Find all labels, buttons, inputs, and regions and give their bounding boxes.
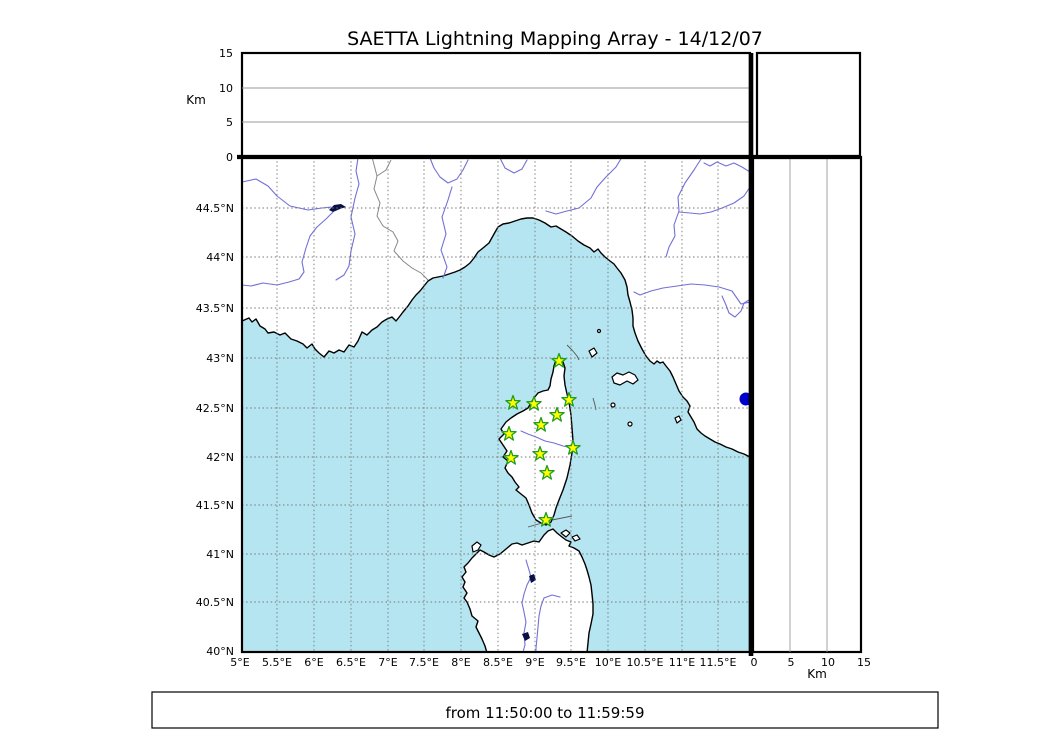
lon-tick-label: 6°E (304, 656, 323, 669)
altitude-tick-label: 10 (821, 656, 835, 669)
maddalena-island-2 (571, 534, 581, 542)
river (721, 295, 750, 318)
corner-box (755, 51, 862, 159)
top-panel-frame (240, 51, 752, 159)
lat-tick-label: 43.5°N (196, 302, 234, 315)
lat-tick-label: 42°N (206, 451, 234, 464)
lma-station-star (538, 511, 554, 527)
lon-tick-label: 10.5°E (627, 656, 664, 669)
flash-source-dot (739, 392, 750, 406)
map-panel (242, 157, 750, 652)
river (242, 211, 334, 287)
river (633, 283, 750, 305)
page-title: SAETTA Lightning Mapping Array - 14/12/0… (347, 28, 763, 50)
river (242, 178, 332, 211)
river (665, 158, 702, 258)
river (335, 157, 360, 281)
lon-tick-label: 7°E (378, 656, 397, 669)
lon-tick-label: 8.5°E (483, 656, 513, 669)
time-window-box (151, 691, 939, 729)
river (535, 594, 561, 652)
pianosa-island (610, 402, 616, 408)
bonifacio-strait-line (551, 515, 573, 521)
france-italy-border (371, 157, 429, 281)
flash-source-layer (739, 392, 750, 406)
maddalena-island (560, 529, 571, 538)
lat-tick-label: 43°N (206, 352, 234, 365)
lon-tick-label: 5.5°E (262, 656, 292, 669)
lon-tick-label: 5°E (230, 656, 249, 669)
lat-tick-label: 44.5°N (196, 202, 234, 215)
lon-tick-label: 8°E (451, 656, 470, 669)
lma-station-star (501, 425, 517, 441)
lma-station-star (532, 445, 548, 461)
river (545, 157, 623, 215)
rivers (242, 157, 750, 652)
lma-station-star (561, 391, 577, 407)
altitude-tick-label: 0 (751, 656, 758, 669)
lat-tick-label: 44°N (206, 251, 234, 264)
sardinia-island (461, 528, 594, 652)
gorgona-island (596, 328, 602, 334)
lma-station-star (533, 416, 549, 432)
river (678, 186, 750, 215)
lma-station-star (539, 464, 555, 480)
lma-station-star (503, 449, 519, 465)
right-axis-km-label: Km (807, 667, 827, 681)
small-islands (471, 328, 682, 553)
giglio-island (674, 415, 682, 424)
lake-coghinas (529, 574, 536, 583)
lon-tick-label: 11°E (669, 656, 695, 669)
altitude-tick-label: 15 (857, 656, 871, 669)
lat-tick-label: 41°N (206, 548, 234, 561)
lon-tick-label: 11.5°E (700, 656, 737, 669)
country-borders (371, 157, 429, 281)
lma-station-star (565, 439, 581, 455)
river (703, 161, 750, 173)
altitude-tick-label: 0 (226, 151, 233, 164)
tick-labels: 5°E 5.5°E 6°E 6.5°E 7°E 7.5°E 8°E 8.5°E 9°E 9.5°E… (196, 47, 871, 669)
altitude-tick-label: 5 (226, 116, 233, 129)
border-branch (376, 159, 392, 177)
river (440, 186, 453, 279)
lon-tick-label: 6.5°E (336, 656, 366, 669)
lat-tick-label: 40°N (206, 645, 234, 658)
lma-station-star (526, 395, 542, 411)
stations-layer (501, 352, 581, 527)
asinara-island (471, 541, 482, 553)
lon-tick-label: 7.5°E (409, 656, 439, 669)
lon-tick-label: 10°E (595, 656, 621, 669)
capraia-island (588, 347, 598, 358)
lma-station-star (549, 406, 565, 422)
lake-sardinia (522, 632, 530, 641)
map-graticule (242, 157, 750, 652)
river (499, 157, 528, 174)
top-altitude-panel (240, 51, 752, 159)
right-altitude-panel (751, 155, 863, 654)
right-panel-frame (751, 155, 863, 654)
lat-tick-label: 40.5°N (196, 596, 234, 609)
elba-island (611, 371, 639, 386)
lon-tick-label: 9°E (525, 656, 544, 669)
river (429, 157, 469, 184)
altitude-tick-label: 10 (219, 82, 233, 95)
lat-tick-label: 42.5°N (196, 402, 234, 415)
cap-corse-line (566, 344, 580, 361)
top-axis-km-label: Km (186, 93, 206, 107)
altitude-tick-label: 5 (788, 656, 795, 669)
mainland-coastline (242, 157, 750, 458)
altitude-tick-label: 15 (219, 47, 233, 60)
lon-tick-label: 9.5°E (556, 656, 586, 669)
lat-tick-label: 41.5°N (196, 499, 234, 512)
montecristo-island (627, 421, 633, 427)
time-window-text: from 11:50:00 to 11:59:59 (445, 704, 644, 722)
lma-station-star (505, 394, 521, 410)
river (520, 430, 573, 449)
lma-station-star (551, 352, 567, 368)
